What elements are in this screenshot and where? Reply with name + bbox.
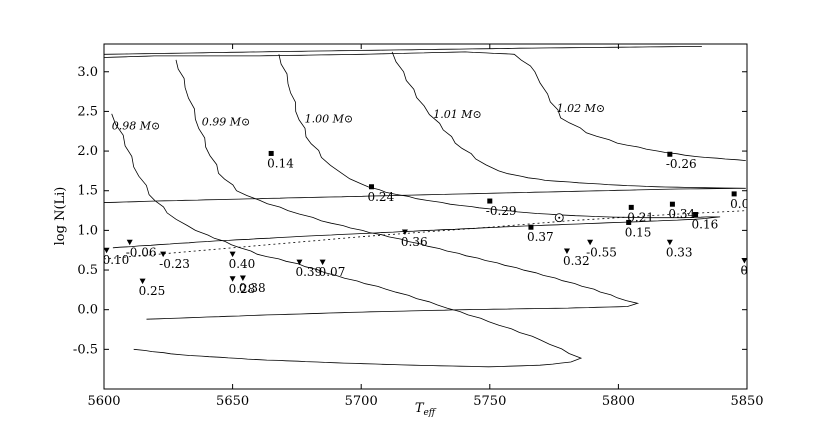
x-axis-label-main: T: [415, 401, 425, 416]
x-tick-label: 5750: [473, 394, 506, 409]
upper-limit-label: 0.36: [401, 235, 428, 249]
upper-limit-marker: [239, 275, 246, 281]
detection-label: -0.29: [486, 204, 517, 218]
detection-label: 0.21: [627, 210, 654, 224]
detection-marker: [487, 198, 493, 204]
detection-label: 0.24: [367, 190, 394, 204]
y-axis-label: log N(Li): [53, 187, 68, 246]
evolution-track: [104, 51, 746, 203]
mass-label: 1.01 M⊙: [433, 108, 481, 121]
x-tick-label: 5800: [602, 394, 635, 409]
upper-limit-label: 0.39: [295, 265, 322, 279]
mass-label: 0.99 M⊙: [202, 116, 250, 129]
upper-limit-label: -0.06: [126, 245, 157, 259]
evolution-track: [104, 51, 746, 161]
upper-limit-label: -0.23: [159, 257, 190, 271]
detection-marker: [528, 224, 534, 230]
upper-limit-marker: [296, 259, 303, 266]
plot-frame: [103, 43, 748, 390]
upper-limit-marker: [126, 239, 133, 246]
upper-limit-marker: [139, 278, 146, 285]
x-tick-label: 5650: [216, 394, 249, 409]
upper-limit-marker: [666, 239, 673, 246]
evolution-track: [111, 113, 583, 368]
x-tick-label: 5600: [87, 394, 120, 409]
upper-limit-marker: [160, 251, 167, 258]
mass-label: 1.00 M⊙: [305, 113, 353, 126]
detection-label: 0.34: [668, 207, 695, 221]
y-tick-label: 0.5: [77, 263, 98, 278]
axis-ticks: [103, 44, 748, 389]
detection-label: 0.15: [625, 225, 652, 239]
detection-marker: [667, 151, 673, 157]
upper-limit-label: 0.33: [666, 245, 693, 259]
upper-limit-marker: [563, 248, 570, 254]
detection-marker: [693, 212, 699, 218]
detection-label: 0.37: [527, 230, 554, 244]
detection-label: 0.14: [267, 156, 294, 170]
evolution-track: [112, 54, 721, 249]
detection-marker: [731, 191, 737, 197]
upper-limit-label: 0.07: [319, 265, 346, 279]
mass-label: 0.98 M⊙: [112, 120, 160, 133]
upper-limit-label: 0.40: [229, 257, 256, 271]
detection-marker: [368, 184, 374, 190]
sun-symbol-dot: [558, 216, 561, 219]
upper-limit-label: 0.10: [103, 253, 130, 267]
y-tick-label: 2.5: [77, 104, 98, 119]
upper-limit-marker: [319, 259, 326, 266]
x-tick-label: 5700: [345, 394, 378, 409]
upper-limit-marker: [587, 239, 594, 246]
detection-marker: [628, 204, 634, 210]
x-axis-label: Teff: [415, 401, 437, 418]
upper-limit-label: 0.32: [563, 254, 590, 268]
y-tick-label: 2.0: [77, 144, 98, 159]
detection-marker: [626, 219, 632, 225]
mass-label: 1.02 M⊙: [557, 102, 605, 115]
upper-limit-marker: [229, 251, 236, 258]
detection-label: -0.26: [666, 157, 697, 171]
evolution-track: [104, 46, 702, 55]
detection-marker: [268, 150, 274, 156]
upper-limit-marker: [104, 247, 110, 254]
detection-marker: [669, 201, 675, 207]
upper-limit-marker: [229, 276, 236, 282]
y-tick-label: 3.0: [77, 65, 98, 80]
x-tick-labels: 5600 5650 5700 5750 5800 5850: [87, 394, 763, 409]
plot-content: 0.98 M⊙ 0.99 M⊙ 1.00 M⊙ 1.01 M⊙ 1.02 M⊙ 0.14 0…: [103, 46, 757, 368]
y-tick-labels: -0.5 0.0 0.5 1.0 1.5 2.0 2.5 3.0: [73, 65, 98, 358]
detection-label: 0.08: [730, 197, 757, 211]
y-tick-label: 0.0: [77, 303, 98, 318]
upper-limit-label: -0.55: [586, 245, 617, 259]
detection-label: 0.16: [692, 218, 719, 232]
x-axis-label-sub: eff: [423, 408, 436, 418]
upper-limit-label: 0.28: [229, 282, 256, 296]
upper-limit-label: 0.38: [239, 281, 266, 295]
y-tick-label: -0.5: [73, 342, 98, 357]
evolution-track: [146, 59, 640, 320]
y-tick-label: 1.5: [77, 184, 98, 199]
y-tick-label: 1.0: [77, 223, 98, 238]
upper-limit-label: 0.25: [139, 284, 166, 298]
x-tick-label: 5850: [730, 394, 763, 409]
plot-area: 0.98 M⊙ 0.99 M⊙ 1.00 M⊙ 1.01 M⊙ 1.02 M⊙ 0.14 0…: [103, 46, 757, 368]
upper-limit-marker: [741, 258, 747, 264]
upper-limit-marker: [401, 229, 408, 235]
